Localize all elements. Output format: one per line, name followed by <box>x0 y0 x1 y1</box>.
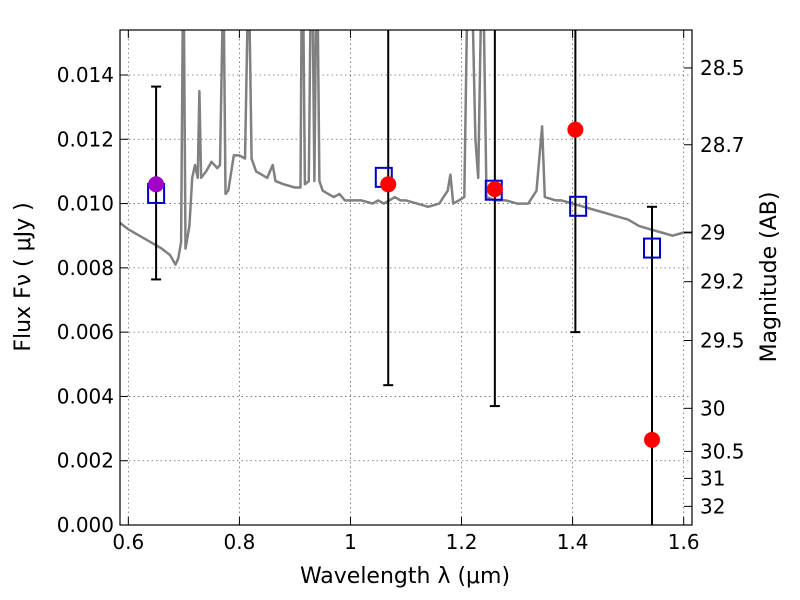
x-tick-label: 0.6 <box>112 530 144 554</box>
x-tick-label: 1.4 <box>557 530 589 554</box>
y-tick-label: 0.010 <box>57 192 114 216</box>
right-tick-label: 29 <box>700 221 725 245</box>
spectrum-series <box>120 30 692 266</box>
x-tick-labels: 0.6 0.8 1 1.2 1.4 1.6 <box>112 530 699 554</box>
y-tick-label: 0.004 <box>57 384 114 408</box>
y-tick-label: 0.006 <box>57 320 114 344</box>
right-tick-labels: 28.5 28.7 29 29.2 29.5 30 30.5 31 32 <box>700 56 745 518</box>
y-tick-label: 0.008 <box>57 256 114 280</box>
grid-lines <box>120 30 692 525</box>
y-tick-label: 0.012 <box>57 127 114 151</box>
y-tick-labels: 0.000 0.002 0.004 0.006 0.008 0.010 0.012 0.014 <box>57 63 114 537</box>
model-point <box>643 237 662 259</box>
right-tick-label: 31 <box>700 466 725 490</box>
y-axis-title: Flux Fν ( μJy ) <box>11 202 36 351</box>
right-tick-label: 28.7 <box>700 133 745 157</box>
right-tick-label: 30 <box>700 396 725 420</box>
right-tick-label: 28.5 <box>700 56 745 80</box>
observed-point <box>380 176 397 193</box>
observed-points <box>148 121 661 448</box>
error-bars <box>151 30 658 525</box>
right-axis-title: Magnitude (AB) <box>757 192 782 363</box>
y-tick-label: 0.002 <box>57 449 114 473</box>
observed-point <box>644 431 661 448</box>
x-tick-label: 0.8 <box>223 530 255 554</box>
right-tick-label: 30.5 <box>700 439 745 463</box>
right-tick-label: 29.2 <box>700 270 745 294</box>
x-axis-title: Wavelength λ (μm) <box>300 564 510 589</box>
observed-point <box>567 121 584 138</box>
x-tick-label: 1.2 <box>446 530 478 554</box>
model-point <box>569 195 588 217</box>
plot-frame <box>119 29 693 526</box>
right-tick-label: 32 <box>700 494 725 518</box>
x-tick-label: 1 <box>344 530 357 554</box>
axis-ticks <box>120 30 692 526</box>
spectrum-line <box>120 30 692 266</box>
y-tick-label: 0.014 <box>57 63 114 87</box>
right-tick-label: 29.5 <box>700 329 745 353</box>
x-tick-label: 1.6 <box>668 530 700 554</box>
observed-point <box>148 176 165 193</box>
observed-point <box>486 181 503 198</box>
y-tick-label: 0.000 <box>57 513 114 537</box>
